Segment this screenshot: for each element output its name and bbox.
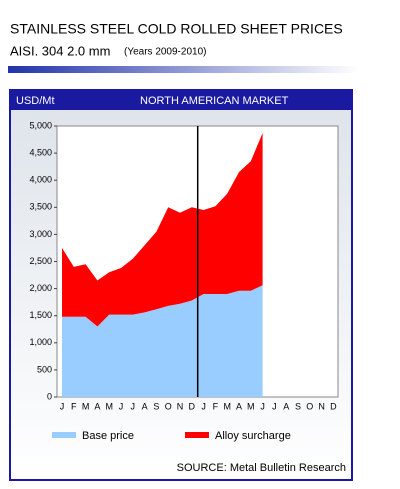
x-tick-label: A <box>142 401 148 411</box>
x-tick-label: F <box>213 401 219 411</box>
chart-subtitle-note: (Years 2009-2010) <box>124 47 206 58</box>
y-tick-label: 1,500 <box>29 310 52 320</box>
area <box>62 133 263 327</box>
x-tick-label: M <box>105 401 113 411</box>
x-tick-label: D <box>330 401 337 411</box>
x-tick-label: J <box>131 401 136 411</box>
source: SOURCE: Metal Bulletin Research <box>177 462 346 474</box>
x-tick-label: N <box>318 401 325 411</box>
y-tick-label: 4,000 <box>29 175 52 185</box>
x-tick-label: F <box>71 401 77 411</box>
x-tick-label: A <box>283 401 289 411</box>
x-tick-label: M <box>247 401 255 411</box>
x-tick-label: S <box>153 401 159 411</box>
y-tick-label: 5,000 <box>29 120 52 130</box>
y-tick-label: 2,500 <box>29 256 52 266</box>
y-tick-label: 500 <box>37 364 52 374</box>
x-tick-label: O <box>165 401 172 411</box>
header-bar <box>10 90 352 110</box>
y-tick-label: 3,000 <box>29 229 52 239</box>
x-tick-label: J <box>60 401 65 411</box>
area <box>62 285 263 397</box>
x-tick-label: S <box>295 401 301 411</box>
chart-title: STAINLESS STEEL COLD ROLLED SHEET PRICES <box>10 21 343 37</box>
x-tick-label: J <box>201 401 206 411</box>
y-tick-label: 2,000 <box>29 283 52 293</box>
y-tick-label: 1,000 <box>29 337 52 347</box>
y-axis-label: USD/Mt <box>16 95 55 107</box>
y-tick-label: 4,500 <box>29 147 52 157</box>
x-tick-label: D <box>189 401 196 411</box>
x-tick-label: O <box>306 401 313 411</box>
legend-swatch <box>52 432 76 438</box>
x-tick-label: N <box>177 401 184 411</box>
header-text: NORTH AMERICAN MARKET <box>140 95 289 107</box>
legend-swatch <box>185 432 209 438</box>
y-tick-label: 0 <box>47 391 52 401</box>
x-tick-label: M <box>82 401 90 411</box>
x-tick-label: J <box>260 401 265 411</box>
x-tick-label: J <box>119 401 124 411</box>
x-tick-label: A <box>236 401 242 411</box>
x-tick-label: J <box>272 401 277 411</box>
y-tick-label: 3,500 <box>29 202 52 212</box>
title-bar <box>8 66 358 73</box>
x-tick-label: M <box>223 401 231 411</box>
legend-label: Alloy surcharge <box>215 430 291 442</box>
x-tick-label: A <box>94 401 100 411</box>
legend-label: Base price <box>82 430 134 442</box>
chart-subtitle: AISI. 304 2.0 mm <box>10 43 110 58</box>
